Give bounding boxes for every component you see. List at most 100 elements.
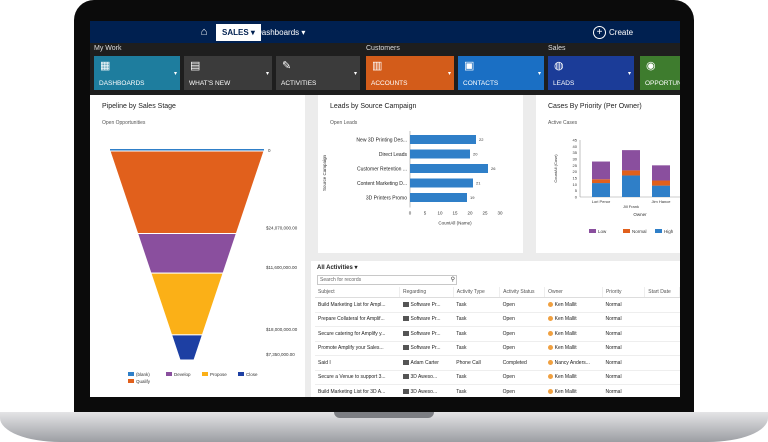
group-label-customers: Customers [366, 45, 400, 52]
cell-owner[interactable]: Nancy Anders... [544, 355, 603, 371]
column-header-regarding[interactable]: Regarding [399, 287, 454, 298]
column-header-start-date[interactable]: Start Date [644, 287, 680, 298]
cases-bar-low [622, 150, 640, 171]
activities-title: All Activities [317, 265, 353, 271]
chevron-down-icon[interactable]: ▾ [353, 71, 357, 77]
table-row[interactable]: Secure a Venue to support 3... 3D Aweso..… [315, 370, 680, 385]
cell-owner[interactable]: Ken Mallit [544, 384, 603, 397]
legend-swatch-Close [238, 372, 244, 376]
cell-subject[interactable]: Secure a Venue to support 3... [315, 370, 400, 385]
legend-swatch-Qualify [128, 379, 134, 383]
cases-legend-swatch-low [589, 229, 596, 233]
cell-regarding[interactable]: Software Pr... [399, 312, 454, 327]
user-icon [547, 316, 553, 322]
home-icon[interactable]: ⌂ [200, 26, 208, 38]
nav-tile-accounts[interactable]: ▥ ACCOUNTS ▾ [366, 56, 454, 90]
nav-tile-label: CONTACTS [463, 80, 499, 87]
cases-bar-normal [592, 179, 610, 184]
leads-x-tick: 5 [424, 211, 427, 216]
nav-tile-contacts[interactable]: ▣ CONTACTS ▾ [458, 56, 544, 90]
cell-owner[interactable]: Ken Mallit [544, 326, 603, 342]
chevron-down-icon[interactable]: ▾ [627, 71, 631, 77]
leads-value-label: 19 [470, 195, 475, 200]
cases-subtitle: Active Cases [548, 120, 578, 126]
record-icon [402, 374, 409, 380]
cell-subject[interactable]: Build Marketing List for Ampl... [315, 297, 400, 313]
cases-y-tick: 10 [573, 182, 578, 187]
cell-owner[interactable]: Ken Mallit [544, 297, 603, 313]
chevron-down-icon[interactable]: ▾ [173, 71, 177, 77]
cases-card: Cases By Priority (Per Owner) Active Cas… [536, 95, 680, 253]
cell-start-date [644, 312, 680, 327]
leads-value-label: 20 [473, 152, 478, 157]
column-header-priority[interactable]: Priority [602, 287, 646, 298]
record-icon [402, 388, 409, 394]
search-placeholder: Search for records [320, 277, 362, 283]
cell-regarding[interactable]: 3D Aweso... [399, 370, 454, 385]
nav-tile-opportuni[interactable]: ◉ OPPORTUNI [640, 56, 680, 90]
legend-label-Develop: Develop [174, 372, 191, 377]
nav-tile-dashboards[interactable]: ▦ DASHBOARDS ▾ [94, 56, 180, 90]
leads-y-axis-label: Source Campaign [322, 154, 327, 191]
cell-start-date [644, 384, 680, 397]
cell-priority: Normal [602, 312, 645, 327]
nav-tile-leads[interactable]: ◍ LEADS ▾ [548, 56, 634, 90]
cell-start-date [644, 326, 680, 342]
table-row[interactable]: Secure catering for Amplify y... Software… [315, 326, 680, 342]
cell-subject[interactable]: Promote Amplify your Sales... [315, 341, 400, 356]
cell-activity-type: Task [453, 341, 500, 356]
nav-tile-what-s-new[interactable]: ▤ WHAT'S NEW ▾ [184, 56, 272, 90]
table-row[interactable]: Build Marketing List for 3D A... 3D Aweso… [315, 384, 680, 397]
cell-subject[interactable]: Build Marketing List for 3D A... [315, 384, 400, 397]
chevron-down-icon[interactable]: ▾ [447, 71, 451, 77]
cell-activity-status: Open [499, 384, 545, 397]
cell-owner[interactable]: Ken Mallit [544, 341, 603, 356]
nav-tile-label: ACTIVITIES [281, 80, 317, 87]
activities-search-input[interactable]: Search for records ⚲ [317, 275, 457, 285]
nav-tiles-area: My Work Customers Sales ▦ DASHBOARDS ▾ ▤ WHA… [90, 43, 680, 95]
legend-swatch-blank [128, 372, 134, 376]
table-row[interactable]: Prepare Collateral for Amplif... Software… [315, 312, 680, 327]
cell-regarding[interactable]: Software Pr... [399, 326, 454, 342]
sales-module-tab[interactable]: SALES ▾ [216, 24, 261, 41]
cell-owner[interactable]: Ken Mallit [544, 312, 603, 327]
accounts-icon: ▥ [372, 60, 383, 72]
cases-bar-normal [652, 180, 670, 186]
cases-title: Cases By Priority (Per Owner) [548, 103, 642, 110]
table-row[interactable]: Build Marketing List for Ampl... Software… [315, 297, 680, 313]
chevron-down-icon[interactable]: ▾ [537, 71, 541, 77]
nav-tile-activities[interactable]: ✎ ACTIVITIES ▾ [276, 56, 360, 90]
leads-x-tick: 15 [452, 211, 458, 216]
cell-subject[interactable]: Said I [315, 355, 400, 371]
leads-x-tick: 20 [467, 211, 473, 216]
leads-x-tick: 10 [437, 211, 443, 216]
table-row[interactable]: Promote Amplify your Sales... Software Pr… [315, 341, 680, 356]
activities-icon: ✎ [282, 60, 292, 72]
leads-category-label: New 3D Printing Des... [356, 138, 407, 144]
activities-view-selector[interactable]: All Activities ▾ [317, 265, 358, 271]
nav-tile-label: DASHBOARDS [99, 80, 145, 87]
column-header-owner[interactable]: Owner [544, 287, 603, 298]
cell-activity-type: Task [453, 312, 500, 327]
cases-legend-swatch-high [655, 229, 662, 233]
cell-regarding[interactable]: Software Pr... [399, 297, 454, 313]
cell-owner[interactable]: Ken Mallit [544, 370, 603, 385]
cases-legend-label-low: Low [598, 229, 607, 234]
cell-regarding[interactable]: 3D Aweso... [399, 384, 454, 397]
column-header-subject[interactable]: Subject [315, 287, 401, 298]
table-row[interactable]: Said I Adam Carter Phone Call Completed Nanc… [315, 355, 680, 371]
cell-regarding[interactable]: Software Pr... [399, 341, 454, 356]
chevron-down-icon[interactable]: ▾ [265, 71, 269, 77]
plus-icon: + [593, 26, 606, 40]
cases-legend-label-normal: Normal [632, 229, 647, 234]
create-button[interactable]: + Create [593, 24, 633, 41]
cell-subject[interactable]: Secure catering for Amplify y... [315, 326, 400, 342]
legend-label-Close: Close [246, 372, 258, 377]
column-header-activity-status[interactable]: Activity Status [499, 287, 546, 298]
column-header-activity-type[interactable]: Activity Type [453, 287, 501, 298]
dashboards-tab[interactable]: Dashboards ▾ [256, 28, 306, 37]
cases-bar-low [592, 161, 610, 180]
search-icon[interactable]: ⚲ [450, 277, 455, 283]
cell-subject[interactable]: Prepare Collateral for Amplif... [315, 312, 400, 327]
cell-regarding[interactable]: Adam Carter [399, 355, 454, 371]
